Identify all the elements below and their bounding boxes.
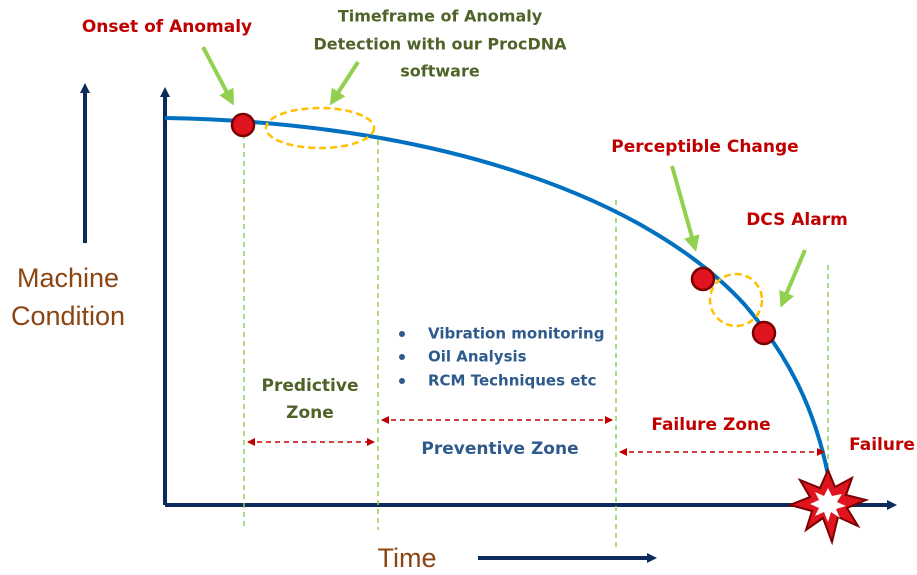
- detection-windows: [264, 106, 764, 328]
- technique: Oil Analysis: [428, 348, 527, 366]
- zone-arrows: [247, 416, 825, 456]
- timeframe-label: software: [400, 62, 480, 81]
- y-axis-label: Machine: [17, 263, 119, 293]
- perceptible-label: Perceptible Change: [611, 137, 798, 157]
- technique: RCM Techniques etc: [428, 372, 597, 390]
- pointer-arrows: [201, 46, 807, 308]
- failure-zone-label: Failure Zone: [651, 415, 770, 435]
- failure-burst-core: [810, 488, 846, 522]
- timeframe-label: Detection with our ProcDNA: [313, 35, 567, 54]
- failure-label: Failure: [849, 435, 915, 455]
- dcs-label: DCS Alarm: [746, 210, 848, 230]
- onset-label: Onset of Anomaly: [82, 17, 252, 37]
- zone-dividers: [243, 125, 829, 547]
- x-axis-label: Time: [378, 543, 437, 573]
- predictive-zone-label: Predictive: [261, 376, 358, 396]
- predictive-zone-label: Zone: [286, 403, 334, 423]
- technique: Vibration monitoring: [428, 325, 604, 343]
- pf-curve: [164, 116, 830, 476]
- axes: [80, 83, 897, 563]
- event-dots: [230, 112, 777, 346]
- preventive-zone-label: Preventive Zone: [421, 439, 578, 459]
- timeframe-label: Timeframe of Anomaly: [338, 7, 543, 26]
- y-axis-label: Condition: [11, 301, 125, 331]
- techniques-list: Vibration monitoring Oil Analysis RCM Te…: [399, 325, 604, 390]
